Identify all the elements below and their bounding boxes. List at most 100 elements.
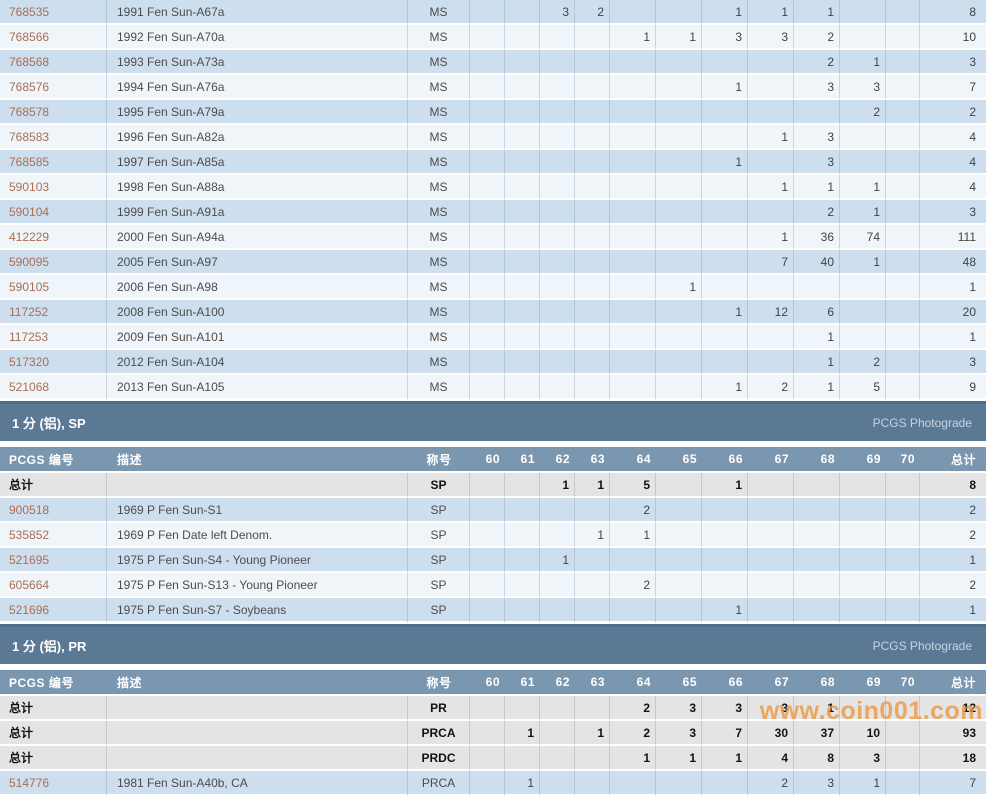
column-header-grade-62: 62	[540, 447, 575, 473]
pcgs-number-link[interactable]: 521695	[0, 548, 107, 573]
cell-grade-69: 1	[840, 50, 886, 75]
cell-grade-63	[575, 225, 610, 250]
cell-grade-68: 2	[794, 25, 840, 50]
column-header-grade-68: 68	[794, 670, 840, 696]
cell-description: 1981 Fen Sun-A40b, CA	[107, 771, 408, 796]
pcgs-number-link[interactable]: 768535	[0, 0, 107, 25]
cell-grade-60	[470, 375, 505, 400]
cell-description: 1969 P Fen Sun-S1	[107, 498, 408, 523]
cell-grade-63	[575, 696, 610, 721]
cell-grade-64: 5	[610, 473, 656, 498]
cell-grade-64	[610, 250, 656, 275]
pcgs-number-link[interactable]: 768566	[0, 25, 107, 50]
cell-grade-66	[702, 350, 748, 375]
cell-description: 1991 Fen Sun-A67a	[107, 0, 408, 25]
pcgs-number-link[interactable]: 768568	[0, 50, 107, 75]
cell-total: 7	[920, 75, 986, 100]
pcgs-number-link[interactable]: 768578	[0, 100, 107, 125]
cell-grade-62	[540, 300, 575, 325]
cell-designation: SP	[408, 548, 470, 573]
cell-grade-60	[470, 150, 505, 175]
coin-row: 517320 2012 Fen Sun-A104 MS 1 2 3	[0, 350, 986, 375]
cell-grade-66: 3	[702, 696, 748, 721]
pcgs-number-link[interactable]: 900518	[0, 498, 107, 523]
cell-grade-68	[794, 548, 840, 573]
pcgs-number-link[interactable]: 768576	[0, 75, 107, 100]
pcgs-number-link[interactable]: 521068	[0, 375, 107, 400]
coin-row: 900518 1969 P Fen Sun-S1 SP 2 2	[0, 498, 986, 523]
cell-total: 4	[920, 175, 986, 200]
cell-total: 111	[920, 225, 986, 250]
cell-total: 1	[920, 598, 986, 623]
pr-population-section: 1 分 (铝), PR PCGS Photograde PCGS 编号 描述 称号 6…	[0, 624, 986, 796]
cell-total: 7	[920, 771, 986, 796]
cell-grade-61	[505, 300, 540, 325]
cell-designation: MS	[408, 125, 470, 150]
cell-grade-70	[886, 721, 920, 746]
pcgs-number-link[interactable]: 590095	[0, 250, 107, 275]
cell-grade-70	[886, 746, 920, 771]
ms-population-table: 768535 1991 Fen Sun-A67a MS 3 2 1 1 1 8 768566 199…	[0, 0, 986, 400]
cell-grade-65: 1	[656, 25, 702, 50]
cell-grade-60	[470, 275, 505, 300]
photograde-link[interactable]: PCGS Photograde	[872, 638, 972, 653]
cell-grade-61	[505, 325, 540, 350]
cell-total: 8	[920, 0, 986, 25]
pcgs-number-link[interactable]: 412229	[0, 225, 107, 250]
cell-grade-60	[470, 771, 505, 796]
cell-grade-68	[794, 573, 840, 598]
cell-description: 1996 Fen Sun-A82a	[107, 125, 408, 150]
column-header-description: 描述	[107, 447, 408, 473]
photograde-link[interactable]: PCGS Photograde	[872, 415, 972, 430]
coin-row: 521695 1975 P Fen Sun-S4 - Young Pioneer S…	[0, 548, 986, 573]
pcgs-number-link[interactable]: 517320	[0, 350, 107, 375]
pcgs-number-link[interactable]: 768585	[0, 150, 107, 175]
cell-grade-65	[656, 375, 702, 400]
cell-grade-62	[540, 696, 575, 721]
cell-grade-69	[840, 498, 886, 523]
cell-grade-62	[540, 721, 575, 746]
cell-grade-62	[540, 350, 575, 375]
cell-description	[107, 696, 408, 721]
cell-designation: MS	[408, 25, 470, 50]
cell-grade-63	[575, 250, 610, 275]
cell-grade-61	[505, 100, 540, 125]
cell-grade-62: 1	[540, 473, 575, 498]
cell-designation: MS	[408, 250, 470, 275]
pcgs-number-link[interactable]: 768583	[0, 125, 107, 150]
pcgs-number-link[interactable]: 514776	[0, 771, 107, 796]
cell-grade-69	[840, 573, 886, 598]
coin-row: 590103 1998 Fen Sun-A88a MS 1 1 1 4	[0, 175, 986, 200]
pcgs-number-link[interactable]: 117253	[0, 325, 107, 350]
cell-grade-66	[702, 100, 748, 125]
cell-total: 2	[920, 100, 986, 125]
cell-grade-67	[748, 275, 794, 300]
pcgs-number-link[interactable]: 605664	[0, 573, 107, 598]
cell-grade-64: 2	[610, 498, 656, 523]
column-header-grade-63: 63	[575, 670, 610, 696]
cell-grade-66: 1	[702, 598, 748, 623]
cell-grade-64: 2	[610, 573, 656, 598]
pcgs-number-link[interactable]: 590104	[0, 200, 107, 225]
cell-grade-65	[656, 598, 702, 623]
pcgs-number-link[interactable]: 590105	[0, 275, 107, 300]
cell-grade-62	[540, 598, 575, 623]
cell-grade-64	[610, 275, 656, 300]
pcgs-number-link[interactable]: 535852	[0, 523, 107, 548]
pcgs-number-link[interactable]: 590103	[0, 175, 107, 200]
cell-description: 1999 Fen Sun-A91a	[107, 200, 408, 225]
cell-grade-67	[748, 350, 794, 375]
cell-grade-66: 1	[702, 473, 748, 498]
cell-grade-70	[886, 498, 920, 523]
pcgs-number-link[interactable]: 521696	[0, 598, 107, 623]
cell-grade-66	[702, 573, 748, 598]
cell-grade-60	[470, 473, 505, 498]
cell-grade-64	[610, 375, 656, 400]
column-header-grade-61: 61	[505, 670, 540, 696]
column-header-row: PCGS 编号 描述 称号 60 61 62 63 64 65 66 67 68 69 70 总计	[0, 670, 986, 696]
cell-grade-64	[610, 175, 656, 200]
pcgs-number-link[interactable]: 117252	[0, 300, 107, 325]
cell-grade-63	[575, 25, 610, 50]
cell-grade-70	[886, 175, 920, 200]
cell-grade-68: 1	[794, 696, 840, 721]
